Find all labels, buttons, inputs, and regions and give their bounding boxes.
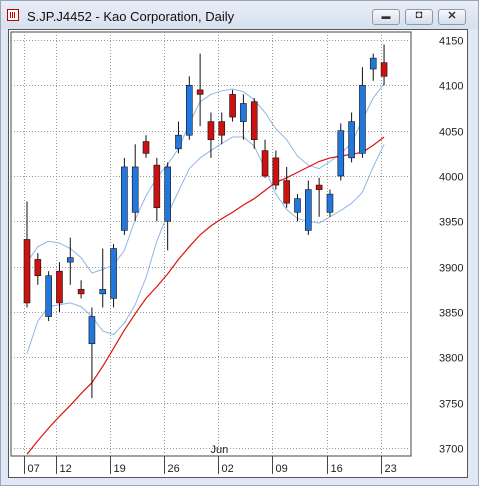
- band-upper-line: [26, 83, 385, 274]
- candle-body: [131, 166, 139, 213]
- candle-body: [380, 62, 388, 77]
- candle-body: [77, 289, 85, 295]
- window-title: S.JP.J4452 - Kao Corporation, Daily: [27, 9, 235, 24]
- y-tick-label: 3900: [439, 263, 463, 275]
- candle-body: [121, 166, 128, 231]
- candle-body: [218, 121, 226, 136]
- candle-body: [207, 121, 215, 141]
- candle-body: [196, 89, 204, 95]
- close-button[interactable]: ✕: [438, 9, 466, 25]
- y-tick-label: 3800: [439, 353, 463, 365]
- candle-body: [153, 164, 161, 209]
- y-tick-label: 3750: [439, 399, 463, 411]
- candle-body: [45, 275, 52, 317]
- chart-app-icon: [7, 9, 19, 21]
- candle-body: [56, 270, 63, 304]
- candle-body: [240, 103, 247, 122]
- x-tick-label: 09: [276, 463, 288, 475]
- x-tick-label: 19: [114, 463, 126, 475]
- y-tick-label: 4150: [439, 36, 463, 48]
- candle-body: [164, 166, 171, 222]
- candle-body: [66, 257, 74, 263]
- candle-body: [34, 259, 42, 277]
- y-tick-label: 3850: [439, 308, 463, 320]
- minimize-icon: ▬: [381, 11, 391, 21]
- x-tick-label: 16: [331, 463, 343, 475]
- y-tick-label: 3950: [439, 217, 463, 229]
- candle-body: [250, 101, 258, 141]
- candle-body: [99, 289, 107, 295]
- grid-frame: [10, 31, 412, 457]
- x-tick-label: 12: [60, 463, 72, 475]
- candle-body: [369, 57, 377, 70]
- restore-button[interactable]: ◘: [405, 9, 433, 25]
- candle-body: [326, 193, 334, 213]
- chart-plot-area[interactable]: 3700 3750 3800 3850 3900 3950 4000 4050 4100 4150…: [8, 29, 468, 478]
- candle-body: [88, 316, 96, 345]
- x-tick-label: 23: [385, 463, 397, 475]
- candle-body: [186, 85, 193, 136]
- candle-body: [359, 85, 366, 154]
- x-tick-label: 26: [168, 463, 180, 475]
- restore-icon: ◘: [415, 9, 423, 21]
- x-month-label: Jun: [211, 444, 229, 456]
- x-tick-label: 07: [28, 463, 40, 475]
- candle-body: [142, 141, 150, 154]
- y-tick-label: 4050: [439, 127, 463, 139]
- candle-body: [261, 150, 269, 177]
- close-icon: ✕: [447, 10, 457, 22]
- moving-average-line: [26, 136, 385, 455]
- y-tick-label: 4100: [439, 81, 463, 93]
- candle-body: [337, 130, 345, 177]
- y-tick-label: 4000: [439, 172, 463, 184]
- candle-body: [23, 239, 31, 304]
- candle-body: [272, 157, 280, 186]
- candle-body: [175, 134, 182, 150]
- candle-body: [305, 189, 312, 231]
- candle-body: [110, 248, 117, 299]
- candle-body: [294, 198, 301, 213]
- band-lower-line: [26, 136, 385, 354]
- candle-body: [315, 184, 323, 190]
- title-bar[interactable]: S.JP.J4452 - Kao Corporation, Daily ▬ ◘ …: [1, 1, 478, 29]
- minimize-button[interactable]: ▬: [372, 9, 400, 25]
- y-tick-label: 3700: [439, 444, 463, 456]
- candle-body: [229, 94, 236, 118]
- candle-body: [283, 180, 290, 204]
- candle-body: [348, 121, 355, 159]
- x-tick-label: 02: [222, 463, 234, 475]
- candlestick-chart: 3700 3750 3800 3850 3900 3950 4000 4050 4100 4150…: [10, 31, 463, 475]
